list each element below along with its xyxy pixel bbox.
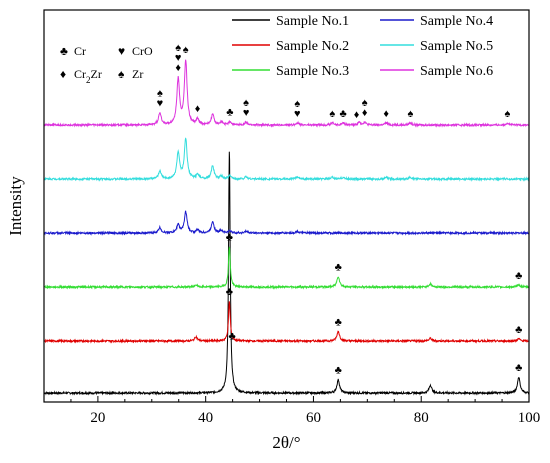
series-line-5 (43, 137, 530, 182)
peak-marker: ♠ (175, 42, 181, 54)
phase-label: Cr2Zr (74, 67, 102, 85)
series-line-1 (43, 151, 530, 396)
x-tick-label: 100 (518, 410, 541, 426)
y-axis-title: Intensity (6, 176, 25, 236)
peak-marker: ♦ (362, 107, 368, 119)
x-tick-label: 80 (414, 410, 429, 426)
peak-marker: ♦ (354, 109, 360, 121)
series-line-2 (43, 301, 530, 344)
series-line-3 (43, 246, 530, 290)
phase-label: Zr (132, 67, 143, 81)
peak-marker: ♣ (339, 108, 346, 120)
x-tick-label: 20 (90, 410, 105, 426)
phase-label: CrO (132, 44, 153, 58)
peak-marker: ♠ (294, 98, 300, 110)
x-axis: 20 40 60 80 100 (43, 396, 541, 426)
peak-marker: ♥ (294, 108, 301, 120)
peak-marker: ♥ (175, 52, 182, 64)
x-axis-title: 2θ/° (272, 433, 300, 452)
peak-marker: ♦ (383, 108, 389, 120)
phase-legend: ♣ Cr ♥ CrO ♦ Cr2Zr ♠ Zr (60, 44, 153, 85)
peak-marker: ♣ (515, 362, 522, 374)
phase-symbol: ♦ (60, 67, 66, 81)
peak-marker: ♠ (408, 108, 414, 120)
peak-marker: ♣ (335, 261, 342, 273)
legend-label: Sample No.2 (276, 39, 349, 54)
peak-marker: ♣ (226, 286, 233, 298)
peak-marker: ♣ (226, 106, 233, 118)
phase-label: Cr (74, 44, 86, 58)
legend-label: Sample No.1 (276, 14, 349, 29)
peak-marker: ♠ (505, 108, 511, 120)
phase-label-subscript: 2 (86, 75, 91, 85)
peak-marker: ♣ (228, 330, 235, 342)
legend: Sample No.1 Sample No.2 Sample No.3 Sample … (232, 14, 493, 79)
peak-marker: ♣ (335, 316, 342, 328)
series-group (43, 59, 530, 396)
peak-marker: ♠ (329, 108, 335, 120)
peak-marker: ♥ (157, 98, 164, 110)
phase-label-suffix: Zr (91, 67, 102, 81)
series-line-4 (43, 210, 530, 236)
peak-marker: ♣ (226, 232, 233, 244)
x-tick-label: 60 (306, 410, 321, 426)
peak-marker: ♣ (515, 270, 522, 282)
legend-label: Sample No.3 (276, 64, 349, 79)
peak-marker: ♣ (335, 365, 342, 377)
peak-marker: ♦ (195, 103, 201, 115)
phase-symbol: ♠ (118, 67, 125, 81)
peak-marker: ♠ (243, 97, 249, 109)
peak-marker: ♠ (157, 88, 163, 100)
series-line-6 (43, 59, 530, 128)
peak-marker: ♣ (515, 324, 522, 336)
legend-label: Sample No.4 (420, 14, 493, 29)
phase-symbol: ♥ (118, 44, 125, 58)
legend-label: Sample No.6 (420, 64, 493, 79)
peak-marker: ♦ (175, 62, 181, 74)
peak-marker: ♠ (362, 97, 368, 109)
phase-symbol: ♣ (60, 44, 68, 58)
legend-label: Sample No.5 (420, 39, 493, 54)
x-tick-label: 40 (198, 410, 213, 426)
peak-marker: ♥ (243, 107, 250, 119)
peak-marker: ♠ (183, 44, 189, 56)
peak-annotations: ♣♣ ♣♣♣♣♣♣♣♥♠♦♥♠ ♠♦ ♣ ♥♠♥♠♠ ♣ ♦ ♦♠♦ ♠ ♠ (157, 42, 523, 377)
